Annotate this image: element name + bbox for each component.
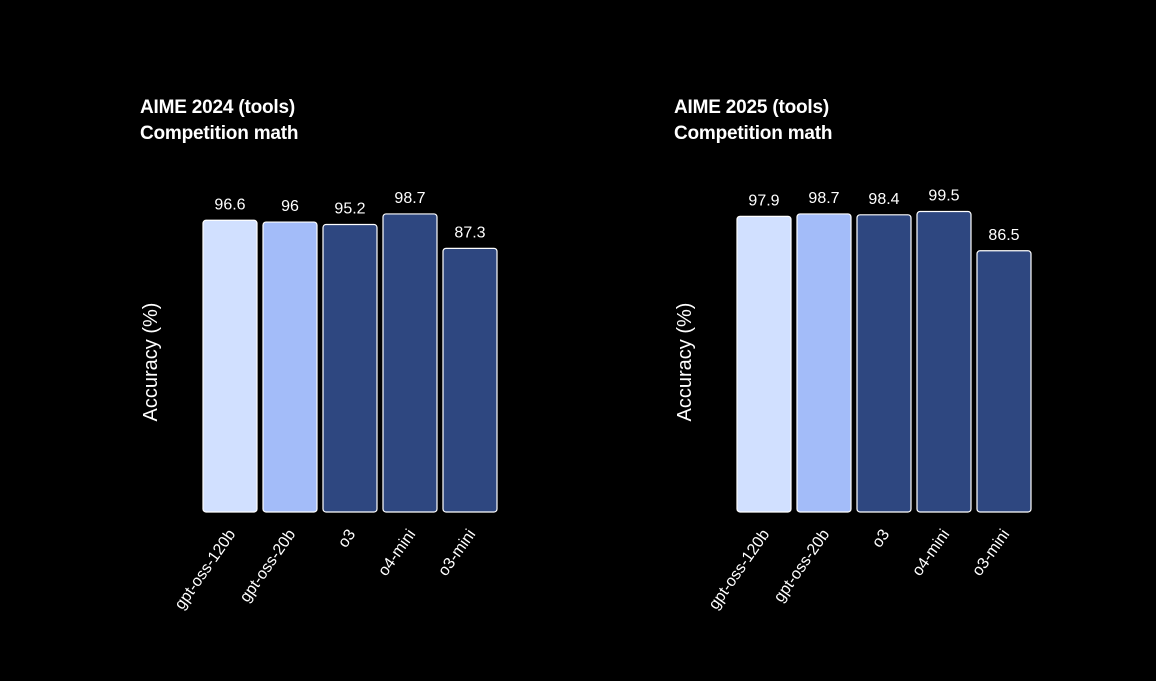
bar-chart-aime-2024: Accuracy (%) 96.6 gpt-oss-120b 96 gpt-oss-20… [140,190,498,613]
chart-title: AIME 2025 (tools) [674,97,829,118]
bar-gpt-oss-120b [202,219,258,513]
bar-o4-mini [916,210,972,513]
data-label: 98.7 [808,190,839,207]
data-label: 87.3 [454,224,485,241]
data-label: 96 [281,198,299,215]
x-tick-label: o4-mini [909,527,953,580]
x-tick-label: o3-mini [969,527,1013,580]
data-label: 86.5 [988,227,1019,244]
bar-chart-aime-2025: Accuracy (%) 97.9 gpt-oss-120b 98.7 gpt-oss-… [674,188,1032,613]
chart-title-block: AIME 2025 (tools) Competition math [674,95,832,147]
bar-o3 [322,223,378,513]
bar-gpt-oss-20b [796,213,852,513]
x-tick-label: o4-mini [375,527,419,580]
data-label: 98.7 [394,190,425,207]
x-tick-label: o3 [335,526,359,550]
chart-subtitle: Competition math [140,123,299,144]
data-label: 98.4 [868,191,899,208]
chart-panel-aime-2025: AIME 2025 (tools) Competition math Accur… [534,0,1074,681]
chart-title: AIME 2024 (tools) [140,97,295,118]
data-label: 95.2 [334,200,365,217]
bar-o3 [856,214,912,513]
x-tick-label: o3-mini [435,527,479,580]
bar-gpt-oss-20b [262,221,318,513]
x-tick-label: gpt-oss-120b [172,526,240,612]
chart-panel-aime-2024: AIME 2024 (tools) Competition math Accur… [0,0,540,681]
bar-o3-mini [976,250,1032,513]
bar-o3-mini [442,247,498,513]
data-label: 96.6 [214,196,245,213]
y-axis-label: Accuracy (%) [674,303,696,422]
data-label: 97.9 [748,192,779,209]
bar-gpt-oss-120b [736,215,792,513]
y-axis-label: Accuracy (%) [140,303,162,422]
data-label: 99.5 [928,188,959,205]
x-tick-label: o3 [869,526,893,550]
bar-o4-mini [382,213,438,513]
chart-subtitle: Competition math [674,123,833,144]
x-tick-label: gpt-oss-120b [706,526,774,612]
chart-title-block: AIME 2024 (tools) Competition math [140,95,298,147]
x-tick-label: gpt-oss-20b [771,526,833,605]
x-tick-label: gpt-oss-20b [237,526,299,605]
